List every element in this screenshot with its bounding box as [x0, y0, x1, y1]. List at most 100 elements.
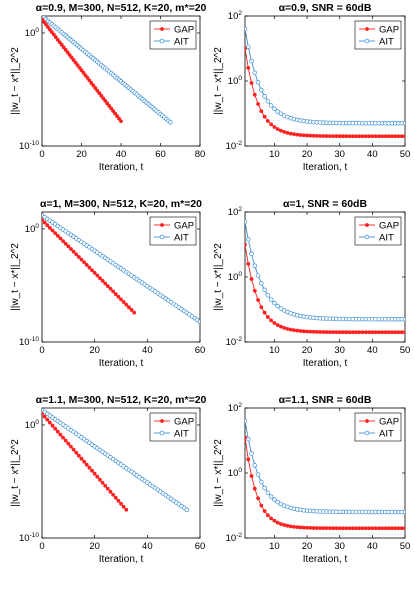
gap-point [383, 526, 388, 531]
gap-point [301, 329, 306, 334]
y-axis-label: ||w_t − x*||_2^2 [10, 47, 21, 115]
gap-point [97, 91, 102, 96]
ait-point [265, 99, 271, 104]
gap-point [380, 330, 385, 335]
gap-point [365, 419, 369, 423]
series-gap [245, 242, 405, 335]
gap-point [393, 526, 398, 531]
gap-point [44, 22, 48, 27]
gap-point [327, 134, 332, 139]
gap-point [399, 134, 404, 139]
ait-point [275, 303, 280, 309]
ait-point [249, 251, 254, 257]
gap-point [46, 25, 50, 29]
ait-point [255, 80, 261, 85]
gap-point [61, 435, 65, 440]
gap-point [337, 134, 342, 139]
gap-point [79, 456, 84, 461]
gap-point [282, 523, 287, 527]
gap-point [252, 92, 257, 97]
x-tick-label: 20 [89, 541, 100, 552]
gap-point [111, 109, 116, 113]
legend-label-ait: AIT [379, 233, 394, 244]
ait-point [402, 316, 405, 322]
gap-point [63, 241, 68, 246]
gap-point [350, 330, 355, 335]
gap-point [256, 298, 260, 302]
gap-point [95, 88, 100, 93]
ait-point [159, 430, 165, 436]
legend-label-gap: GAP [174, 25, 194, 36]
gap-point [314, 526, 319, 530]
x-tick-label: 0 [39, 541, 44, 552]
gap-point [61, 45, 66, 50]
gap-point [115, 114, 119, 118]
gap-point [75, 63, 80, 68]
gap-point [292, 328, 296, 333]
y-tick-label: 10-10 [19, 336, 39, 348]
x-axis-label: Iteration, t [99, 554, 144, 565]
ait-point [268, 103, 274, 108]
gap-point [92, 471, 97, 476]
gap-point [354, 526, 358, 531]
gap-point [108, 286, 113, 291]
gap-point [324, 526, 329, 531]
chart-panel-3: α=1, M=300, N=512, K=20, m*=20 0 20 40 60 100… [10, 198, 205, 369]
gap-point [376, 526, 381, 531]
x-tick-label: 40 [367, 149, 378, 160]
x-axis-label: Iteration, t [303, 162, 348, 173]
legend-label-gap: GAP [174, 221, 194, 232]
gap-point [89, 81, 94, 85]
gap-point [85, 75, 90, 80]
gap-point [160, 223, 164, 227]
x-tick-label: 40 [116, 149, 127, 160]
gap-point [298, 133, 303, 137]
gap-point [295, 132, 300, 137]
gap-point [87, 465, 92, 470]
x-tick-label: 80 [195, 149, 206, 160]
chart-title: α=1, SNR = 60dB [283, 198, 367, 210]
gap-point [295, 525, 300, 530]
ait-point [245, 26, 248, 32]
gap-point [79, 257, 84, 262]
ait-point [245, 219, 248, 224]
gap-point [275, 127, 280, 131]
legend-label-ait: AIT [379, 429, 394, 440]
gap-point [341, 134, 345, 139]
gap-point [42, 411, 44, 416]
gap-point [403, 134, 405, 139]
legend-box [354, 412, 402, 442]
gap-point [262, 114, 267, 119]
gap-point [55, 37, 60, 42]
gap-point [111, 492, 116, 497]
gap-point [111, 289, 116, 294]
y-tick-label: 10-2 [226, 532, 243, 544]
series-ait [245, 26, 405, 126]
y-axis-label: ||w_t − x*||_2^2 [10, 243, 21, 311]
gap-point [71, 447, 76, 452]
gap-point [124, 507, 129, 512]
chart-title: α=1.1, SNR = 60dB [279, 394, 372, 406]
gap-point [103, 483, 108, 488]
gap-point [370, 330, 375, 335]
gap-point [58, 432, 63, 437]
gap-point [318, 526, 323, 530]
gap-point [396, 526, 401, 531]
x-tick-label: 0 [39, 149, 44, 160]
gap-point [245, 242, 247, 247]
chart-panel-1: α=0.9, M=300, N=512, K=20, m*=20 0 20 40 60 8… [10, 2, 207, 173]
ait-point [402, 509, 405, 515]
ait-point [252, 263, 258, 268]
ait-point [246, 436, 251, 442]
x-tick-label: 10 [269, 149, 280, 160]
ait-point [246, 237, 251, 242]
gap-point [48, 420, 52, 425]
gap-point [48, 225, 52, 230]
gap-point [380, 526, 385, 531]
gap-point [357, 330, 362, 335]
gap-point [357, 134, 362, 139]
gap-point [360, 330, 365, 335]
gap-point [354, 134, 358, 139]
